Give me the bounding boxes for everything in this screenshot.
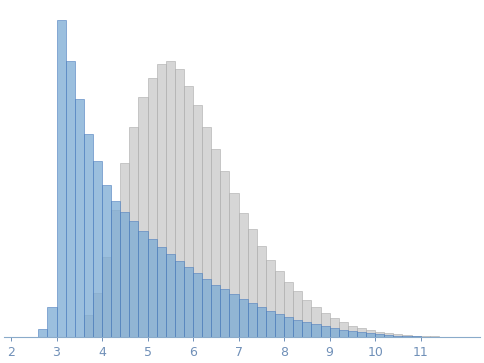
Bar — [57, 20, 66, 337]
Bar — [184, 267, 193, 337]
Bar — [257, 246, 266, 337]
Bar — [302, 300, 311, 337]
Bar — [229, 193, 239, 337]
Bar — [111, 210, 120, 337]
Bar — [366, 330, 375, 337]
Bar — [175, 69, 184, 337]
Bar — [375, 334, 384, 337]
Bar — [266, 260, 275, 337]
Bar — [193, 105, 202, 337]
Bar — [202, 127, 212, 337]
Bar — [248, 303, 257, 337]
Bar — [102, 257, 111, 337]
Bar — [293, 320, 302, 337]
Bar — [193, 273, 202, 337]
Bar — [111, 201, 120, 337]
Bar — [393, 334, 403, 337]
Bar — [229, 294, 239, 337]
Bar — [166, 61, 175, 337]
Bar — [393, 335, 403, 337]
Bar — [275, 271, 284, 337]
Bar — [84, 134, 93, 337]
Bar — [366, 333, 375, 337]
Bar — [166, 254, 175, 337]
Bar — [129, 221, 138, 337]
Bar — [311, 307, 320, 337]
Bar — [293, 291, 302, 337]
Bar — [47, 307, 57, 337]
Bar — [384, 334, 393, 337]
Bar — [248, 229, 257, 337]
Bar — [320, 313, 330, 337]
Bar — [357, 333, 366, 337]
Bar — [129, 127, 138, 337]
Bar — [320, 326, 330, 337]
Bar — [220, 289, 229, 337]
Bar — [375, 332, 384, 337]
Bar — [421, 336, 430, 337]
Bar — [120, 212, 129, 337]
Bar — [330, 318, 339, 337]
Bar — [84, 315, 93, 337]
Bar — [348, 326, 357, 337]
Bar — [148, 78, 157, 337]
Bar — [403, 336, 411, 337]
Bar — [411, 336, 421, 337]
Bar — [339, 330, 348, 337]
Bar — [148, 238, 157, 337]
Bar — [66, 61, 75, 337]
Bar — [93, 161, 102, 337]
Bar — [38, 329, 47, 337]
Bar — [202, 279, 212, 337]
Bar — [266, 310, 275, 337]
Bar — [212, 285, 220, 337]
Bar — [93, 293, 102, 337]
Bar — [284, 317, 293, 337]
Bar — [120, 163, 129, 337]
Bar — [138, 231, 148, 337]
Bar — [184, 86, 193, 337]
Bar — [239, 299, 248, 337]
Bar — [175, 261, 184, 337]
Bar — [284, 282, 293, 337]
Bar — [275, 314, 284, 337]
Bar — [311, 325, 320, 337]
Bar — [75, 99, 84, 337]
Bar — [157, 246, 166, 337]
Bar — [430, 336, 439, 337]
Bar — [384, 335, 393, 337]
Bar — [138, 97, 148, 337]
Bar — [348, 331, 357, 337]
Bar — [403, 335, 411, 337]
Bar — [339, 322, 348, 337]
Bar — [302, 322, 311, 337]
Bar — [220, 171, 229, 337]
Bar — [257, 307, 266, 337]
Bar — [157, 64, 166, 337]
Bar — [212, 150, 220, 337]
Bar — [330, 328, 339, 337]
Bar — [239, 213, 248, 337]
Bar — [357, 328, 366, 337]
Bar — [102, 185, 111, 337]
Bar — [411, 336, 421, 337]
